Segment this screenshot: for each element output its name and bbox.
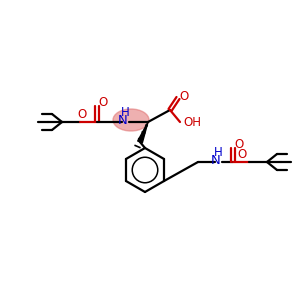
Text: O: O [179, 89, 189, 103]
Text: N: N [118, 115, 128, 128]
Text: N: N [211, 154, 221, 167]
Text: O: O [98, 95, 108, 109]
Text: O: O [237, 148, 247, 161]
Ellipse shape [113, 109, 149, 131]
Text: O: O [77, 109, 87, 122]
Text: H: H [121, 106, 129, 118]
Text: H: H [214, 146, 222, 158]
Polygon shape [138, 122, 148, 143]
Text: O: O [234, 137, 244, 151]
Text: OH: OH [183, 116, 201, 128]
